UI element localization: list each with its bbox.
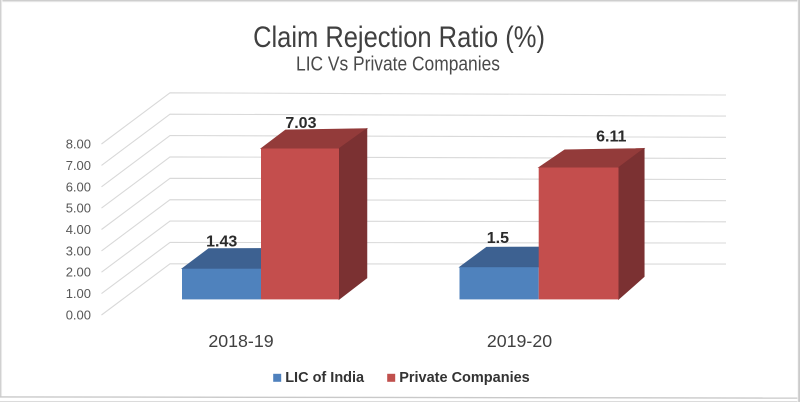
svg-text:LIC of India: LIC of India bbox=[285, 370, 365, 386]
svg-text:6.11: 6.11 bbox=[596, 129, 626, 146]
svg-text:2.00: 2.00 bbox=[66, 265, 91, 280]
svg-text:1.00: 1.00 bbox=[66, 286, 91, 301]
svg-text:4.00: 4.00 bbox=[66, 222, 91, 237]
svg-text:Private Companies: Private Companies bbox=[399, 370, 530, 386]
svg-text:LIC Vs Private Companies: LIC Vs Private Companies bbox=[296, 52, 500, 74]
svg-text:3.00: 3.00 bbox=[66, 243, 91, 258]
svg-text:2019-20: 2019-20 bbox=[487, 331, 552, 351]
svg-text:2018-19: 2018-19 bbox=[208, 331, 273, 351]
svg-text:8.00: 8.00 bbox=[66, 137, 91, 152]
svg-text:1.5: 1.5 bbox=[487, 230, 509, 247]
svg-text:Claim Rejection Ratio (%): Claim Rejection Ratio (%) bbox=[253, 20, 545, 53]
svg-text:6.00: 6.00 bbox=[66, 179, 91, 194]
svg-text:0.00: 0.00 bbox=[66, 308, 91, 323]
svg-text:7.03: 7.03 bbox=[285, 115, 316, 132]
svg-text:5.00: 5.00 bbox=[66, 201, 91, 216]
svg-text:7.00: 7.00 bbox=[66, 158, 91, 173]
svg-text:1.43: 1.43 bbox=[206, 234, 237, 251]
